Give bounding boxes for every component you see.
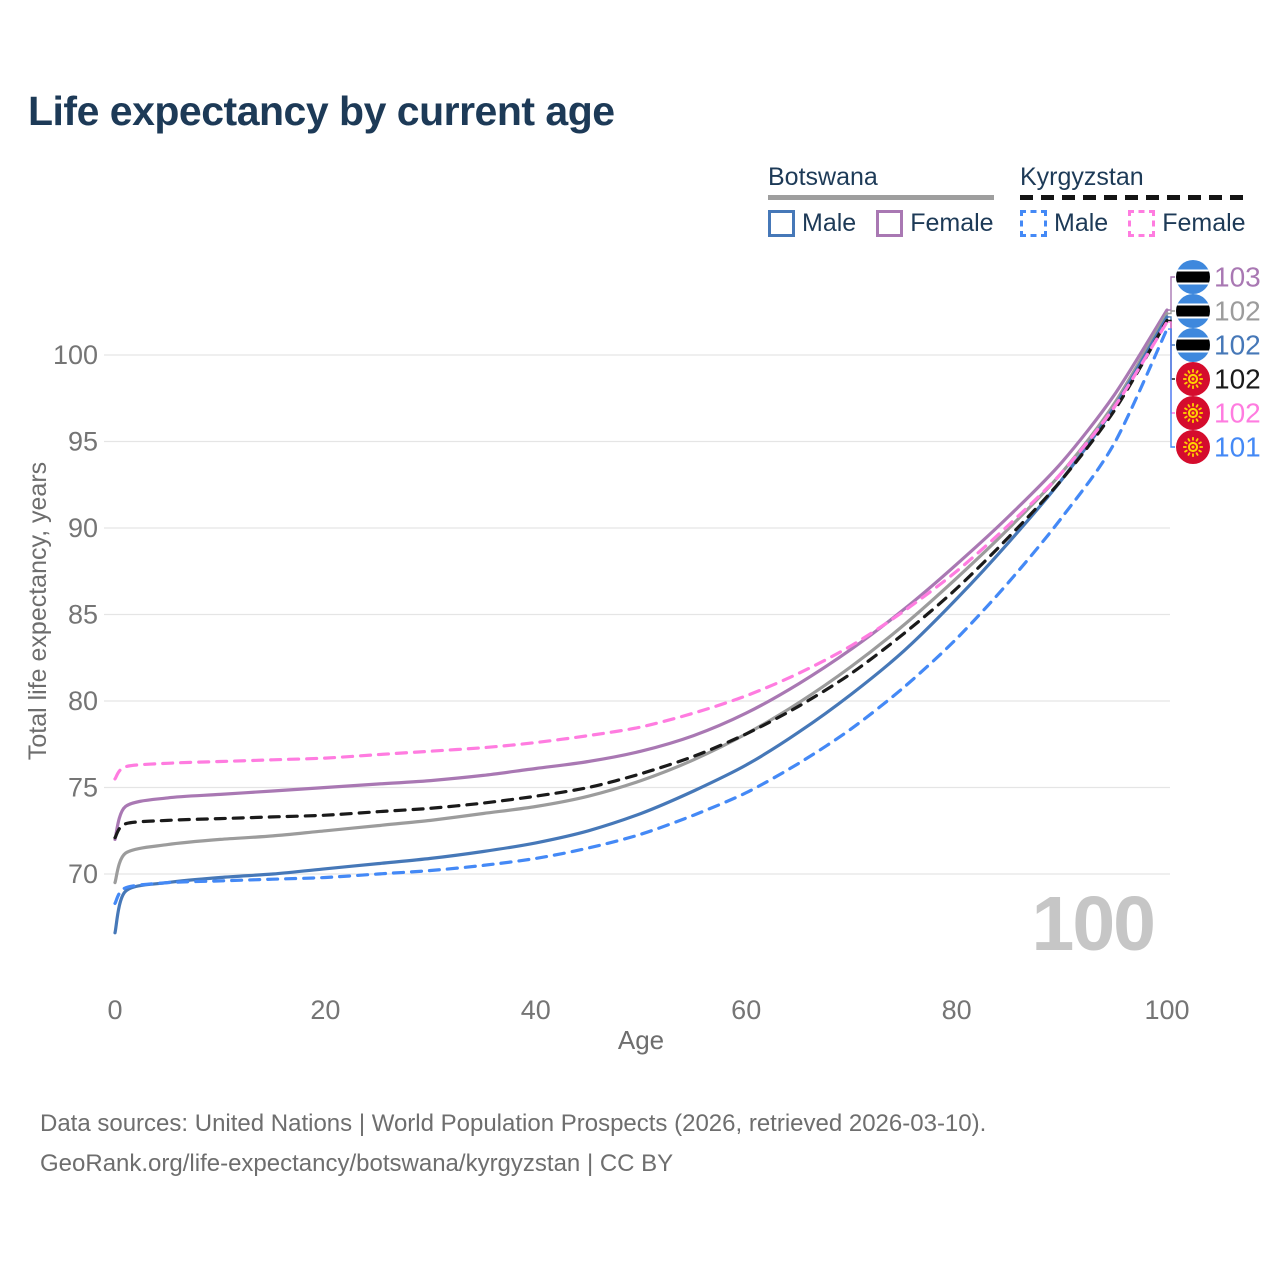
legend-group-kyrgyzstan: Kyrgyzstan Male Female [1020, 163, 1246, 238]
legend-item-botswana-female[interactable]: Female [876, 209, 994, 238]
legend-items: Male Female [1020, 209, 1246, 238]
end-label-botswana-male: 102 [1168, 316, 1261, 362]
x-tick-label-20: 20 [310, 995, 340, 1025]
legend-group-botswana: Botswana Male Female [768, 163, 994, 238]
flag-botswana-icon [1176, 294, 1210, 328]
footer-sources: Data sources: United Nations | World Pop… [40, 1110, 987, 1137]
legend-group-underline-dashed [1020, 195, 1246, 200]
flag-botswana-icon [1176, 328, 1210, 362]
legend-item-kyrgyzstan-female[interactable]: Female [1128, 209, 1246, 238]
end-label-leader-line [1168, 276, 1175, 311]
end-label-value: 103 [1214, 262, 1261, 293]
end-label-leader-line [1168, 310, 1175, 315]
end-label-kyrgyzstan-both: 102 [1168, 319, 1261, 396]
legend-swatch-dashed-icon [1128, 210, 1156, 237]
legend-items: Male Female [768, 209, 994, 238]
end-label-value: 102 [1214, 330, 1261, 361]
end-label-kyrgyzstan-female: 102 [1168, 321, 1261, 430]
page-title: Life expectancy by current age [28, 88, 615, 134]
legend-item-label: Male [1054, 209, 1109, 237]
legend-swatch-solid-icon [768, 210, 795, 237]
series-line-botswana-both[interactable] [113, 311, 1169, 885]
series-line-botswana-male[interactable] [113, 315, 1169, 935]
legend-group-title: Botswana [768, 163, 878, 191]
legend-group-title: Kyrgyzstan [1020, 163, 1144, 191]
x-tick-label-100: 100 [1144, 995, 1189, 1025]
x-tick-label-40: 40 [521, 995, 551, 1025]
end-label-kyrgyzstan-male: 101 [1168, 328, 1261, 464]
end-label-botswana-female: 103 [1168, 260, 1261, 311]
flag-kyrgyzstan-icon [1176, 430, 1210, 464]
legend: Botswana Male Female Kyrgyzstan Male Female [0, 163, 1280, 243]
x-tick-label-0: 0 [107, 995, 122, 1025]
end-label-value: 101 [1214, 432, 1261, 463]
end-label-value: 102 [1214, 364, 1261, 395]
legend-item-label: Female [1162, 209, 1246, 237]
y-tick-label-95: 95 [68, 427, 98, 457]
footer-attribution: GeoRank.org/life-expectancy/botswana/kyr… [40, 1150, 674, 1177]
flag-kyrgyzstan-icon [1176, 396, 1210, 430]
legend-swatch-dashed-icon [1020, 210, 1047, 237]
flag-botswana-icon [1176, 260, 1210, 294]
series-line-kyrgyzstan-female[interactable] [113, 320, 1169, 781]
legend-swatch-solid-icon [876, 210, 904, 237]
y-tick-label-90: 90 [68, 513, 98, 543]
end-label-value: 102 [1214, 296, 1261, 327]
x-tick-label-60: 60 [731, 995, 761, 1025]
age-watermark: 100 [1031, 881, 1156, 967]
series-lines [113, 308, 1169, 935]
series-line-botswana-female[interactable] [113, 308, 1169, 841]
legend-item-botswana-male[interactable]: Male [768, 209, 856, 238]
y-tick-label-100: 100 [53, 340, 98, 370]
legend-item-label: Male [802, 209, 857, 237]
x-axis-title: Age [618, 1025, 664, 1055]
legend-group-underline-solid [768, 195, 994, 200]
y-axis-title: Total life expectancy, years [24, 462, 52, 760]
y-tick-label-85: 85 [68, 600, 98, 630]
y-tick-label-80: 80 [68, 686, 98, 716]
axis-labels: 70 75 80 85 90 95 100 0 20 40 60 80 100 [53, 340, 1190, 1025]
gridlines [104, 354, 1170, 875]
end-label-botswana-both: 102 [1168, 294, 1261, 328]
legend-item-label: Female [910, 209, 994, 237]
end-label-leader-line [1168, 328, 1175, 448]
y-tick-label-70: 70 [68, 859, 98, 889]
x-tick-label-80: 80 [942, 995, 972, 1025]
series-line-kyrgyzstan-male[interactable] [113, 327, 1169, 905]
end-label-value: 102 [1214, 398, 1261, 429]
series-line-kyrgyzstan-both[interactable] [113, 318, 1169, 840]
flag-kyrgyzstan-icon [1176, 362, 1210, 396]
legend-item-kyrgyzstan-male[interactable]: Male [1020, 209, 1108, 238]
y-tick-label-75: 75 [68, 773, 98, 803]
footer: Data sources: United Nations | World Pop… [40, 1104, 986, 1184]
